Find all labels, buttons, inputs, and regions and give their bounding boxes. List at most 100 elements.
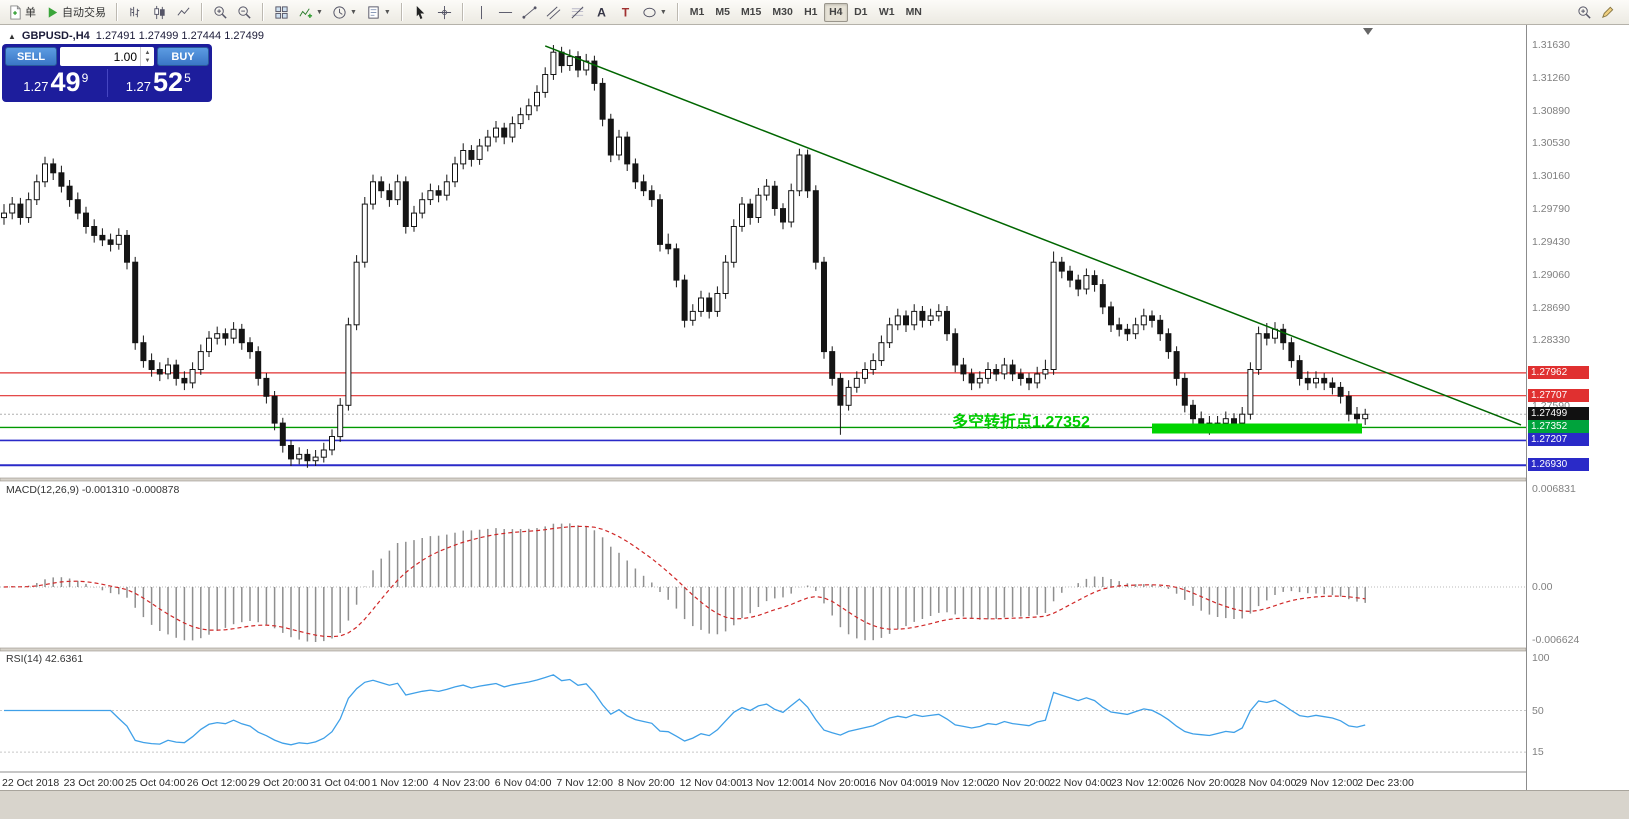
line-chart-button[interactable] [172,1,195,24]
sell-button[interactable]: SELL [5,47,57,66]
axis-scale-label: 1.30160 [1532,170,1570,183]
chevron-down-icon: ▼ [316,8,323,16]
svg-text:7 Nov 12:00: 7 Nov 12:00 [556,777,613,789]
svg-text:14 Nov 20:00: 14 Nov 20:00 [803,777,866,789]
cursor-button[interactable] [409,1,432,24]
channel-tool-button[interactable] [542,1,565,24]
label-tool-button[interactable]: T [614,1,637,24]
trendline-icon [522,5,537,20]
tile-windows-button[interactable] [270,1,293,24]
macd-indicator-label: MACD(12,26,9) -0.001310 -0.000878 [6,484,180,496]
one-click-trading-panel: SELL ▲▼ BUY 1.27 49 9 1.27 52 5 [2,44,212,102]
svg-text:25 Oct 04:00: 25 Oct 04:00 [125,777,185,789]
status-bar [0,790,1629,819]
timeframe-w1[interactable]: W1 [874,3,900,22]
periods-button[interactable]: ▼ [328,1,361,24]
tile-windows-icon [274,5,289,20]
timeframe-group: M1 M5 M15 M30 H1 H4 D1 W1 MN [685,2,927,22]
fibonacci-tool-button[interactable] [566,1,589,24]
rsi-indicator-label: RSI(14) 42.6361 [6,653,84,665]
sell-price-sup: 9 [81,71,89,85]
svg-text:26 Oct 12:00: 26 Oct 12:00 [187,777,247,789]
axis-price-tag: 1.27707 [1528,388,1589,402]
volume-field: ▲▼ [60,47,154,66]
axis-scale-label: 1.31630 [1532,39,1570,51]
timeframe-m30[interactable]: M30 [767,3,797,22]
horizontal-line-icon [498,5,513,20]
sell-price[interactable]: 1.27 49 9 [5,67,107,99]
chart-shift-marker[interactable] [1363,28,1373,35]
volume-input[interactable] [60,49,140,64]
ellipse-icon [642,5,657,20]
axis-scale-label: 1.31260 [1532,72,1570,85]
timeframe-h4[interactable]: H4 [823,2,848,22]
shapes-tool-button[interactable]: ▼ [638,1,671,24]
magnifier-icon [1577,5,1592,20]
symbol-name: GBPUSD-,H4 [21,30,90,42]
svg-text:20 Nov 20:00: 20 Nov 20:00 [988,777,1051,789]
indicators-button[interactable]: ▼ [294,1,327,24]
fibonacci-icon [570,5,585,20]
rsi-axis-label: 100 [1532,652,1550,664]
candlestick-chart-button[interactable] [148,1,171,24]
chart-title: ▲ GBPUSD-,H4 1.27491 1.27499 1.27444 1.2… [8,30,264,42]
trendline-tool-button[interactable] [518,1,541,24]
sell-price-prefix: 1.27 [23,79,49,94]
vertical-line-tool-button[interactable] [470,1,493,24]
timeframe-m5[interactable]: M5 [710,3,735,22]
buy-price-prefix: 1.27 [125,79,152,94]
sell-price-big: 49 [50,67,81,97]
spin-up-icon[interactable]: ▲ [144,49,151,56]
chevron-down-icon: ▼ [383,8,391,16]
timeframe-m1[interactable]: M1 [685,3,710,22]
zoom-in-button[interactable] [209,1,232,24]
templates-button[interactable]: ▼ [362,1,395,24]
spin-down-icon[interactable]: ▼ [144,57,151,64]
axis-price-tag: 1.27499 [1528,407,1589,421]
axis-scale-label: 1.30530 [1532,137,1570,150]
volume-spinner[interactable]: ▲ ▼ [140,47,154,66]
crosshair-button[interactable] [433,1,456,24]
clock-icon [332,5,347,20]
chevron-down-icon: ▼ [659,8,667,16]
zoom-out-icon [237,5,252,20]
timeframe-m15[interactable]: M15 [736,3,766,22]
pencil-icon [1600,5,1615,20]
candlestick-chart-icon [152,5,167,20]
svg-text:13 Nov 12:00: 13 Nov 12:00 [741,777,804,789]
svg-text:12 Nov 04:00: 12 Nov 04:00 [680,777,743,789]
buy-button[interactable]: BUY [157,47,209,66]
magnifier-button[interactable] [1573,1,1596,24]
zoom-in-icon [213,5,228,20]
macd-axis-zero-label: 0.00 [1532,581,1553,593]
toolbar-separator [262,3,264,21]
new-order-icon [8,4,23,20]
auto-trading-button[interactable]: 自动交易 [41,1,110,24]
svg-text:29 Oct 20:00: 29 Oct 20:00 [248,777,308,789]
new-order-button[interactable]: 单 [4,1,40,24]
edit-button[interactable] [1596,1,1619,24]
timeframe-h1[interactable]: H1 [799,3,823,22]
descending-trendline [544,45,1522,426]
text-tool-button[interactable]: A [590,1,613,24]
svg-text:22 Oct 2018: 22 Oct 2018 [2,777,59,789]
horizontal-level-lines [0,372,1526,467]
timeframe-d1[interactable]: D1 [849,3,873,22]
indicators-icon [298,5,313,20]
price-axis[interactable]: 1.31630 1.31260 1.30890 1.30530 1.30160 1.297… [1526,25,1629,790]
ohlc-quotes: 1.27491 1.27499 1.27444 1.27499 [95,30,264,42]
rsi-axis-label: 15 [1532,746,1544,759]
time-axis-labels: 22 Oct 2018 23 Oct 20:00 25 Oct 04:00 26 Oc… [2,777,1414,789]
horizontal-line-tool-button[interactable] [494,1,517,24]
chart-canvas[interactable]: 22 Oct 2018 23 Oct 20:00 25 Oct 04:00 26 Oc… [0,25,1526,790]
axis-scale-label: 1.30890 [1532,105,1570,118]
toolbar-separator [201,3,203,21]
zoom-out-button[interactable] [233,1,256,24]
bar-chart-button[interactable] [124,1,147,24]
timeframe-mn[interactable]: MN [901,3,927,22]
candles-layer [1,45,1369,468]
support-highlight-bar [1152,423,1362,434]
buy-price[interactable]: 1.27 52 5 [108,67,210,99]
toolbar-separator [116,3,118,21]
axis-price-tag: 1.27352 [1528,420,1589,434]
